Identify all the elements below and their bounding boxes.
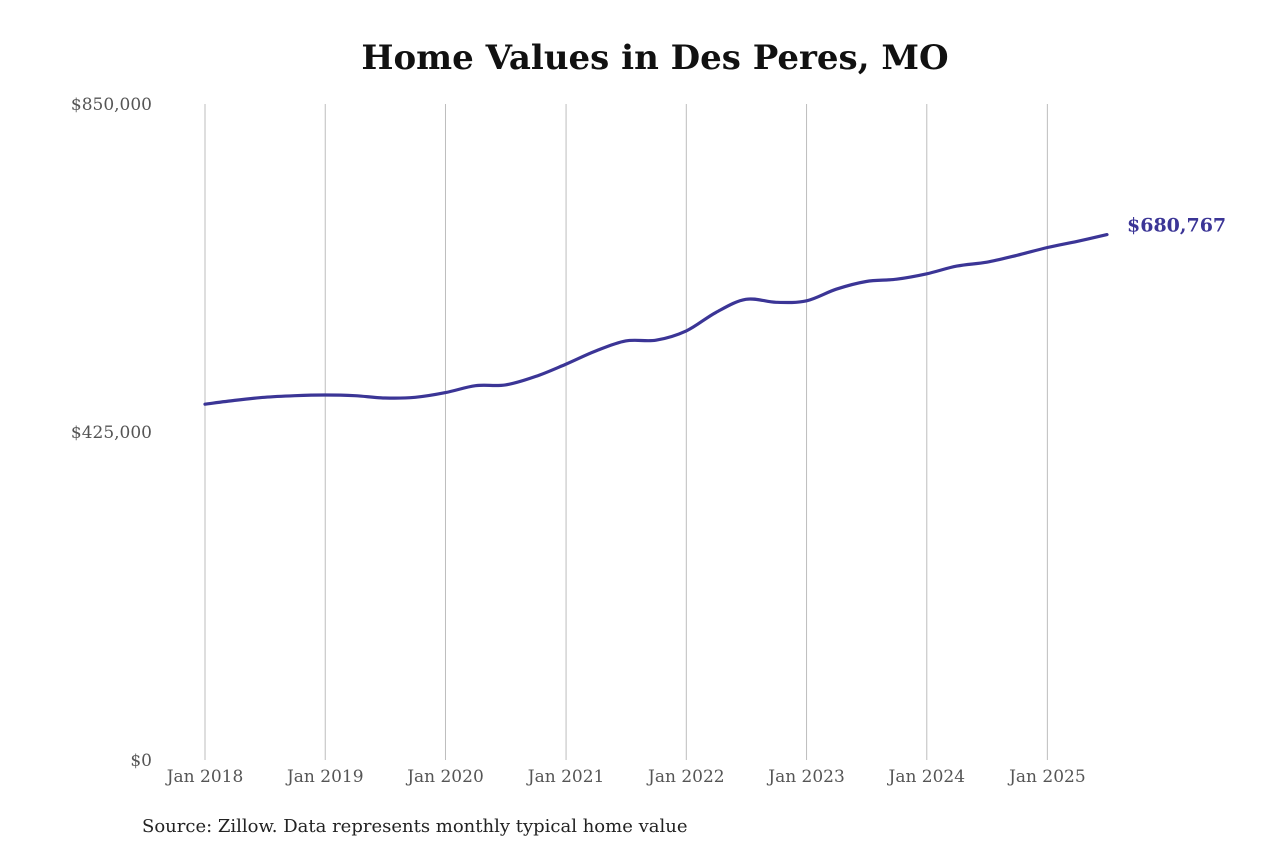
chart-title: Home Values in Des Peres, MO: [361, 38, 949, 78]
x-tick-label: Jan 2024: [887, 767, 966, 787]
y-tick-label: $425,000: [71, 423, 152, 443]
home-value-line: [203, 233, 1109, 406]
x-tick-label: Jan 2021: [526, 767, 605, 787]
latest-value-label: $680,767: [1127, 215, 1226, 237]
y-tick-label: $850,000: [71, 95, 152, 115]
x-tick-label: Jan 2018: [165, 767, 244, 787]
source-note: Source: Zillow. Data represents monthly …: [142, 816, 688, 837]
vertical-gridlines: [204, 104, 1048, 760]
x-tick-label: Jan 2020: [405, 767, 484, 787]
y-tick-label: $0: [130, 751, 152, 771]
x-tick-label: Jan 2023: [766, 767, 845, 787]
x-tick-label: Jan 2019: [285, 767, 364, 787]
x-tick-label: Jan 2022: [646, 767, 725, 787]
x-tick-label: Jan 2025: [1007, 767, 1086, 787]
y-axis-tick-labels: $0 $425,000 $850,000: [71, 95, 152, 771]
x-axis-tick-labels: Jan 2018 Jan 2019 Jan 2020 Jan 2021 Jan 2022…: [165, 767, 1086, 787]
